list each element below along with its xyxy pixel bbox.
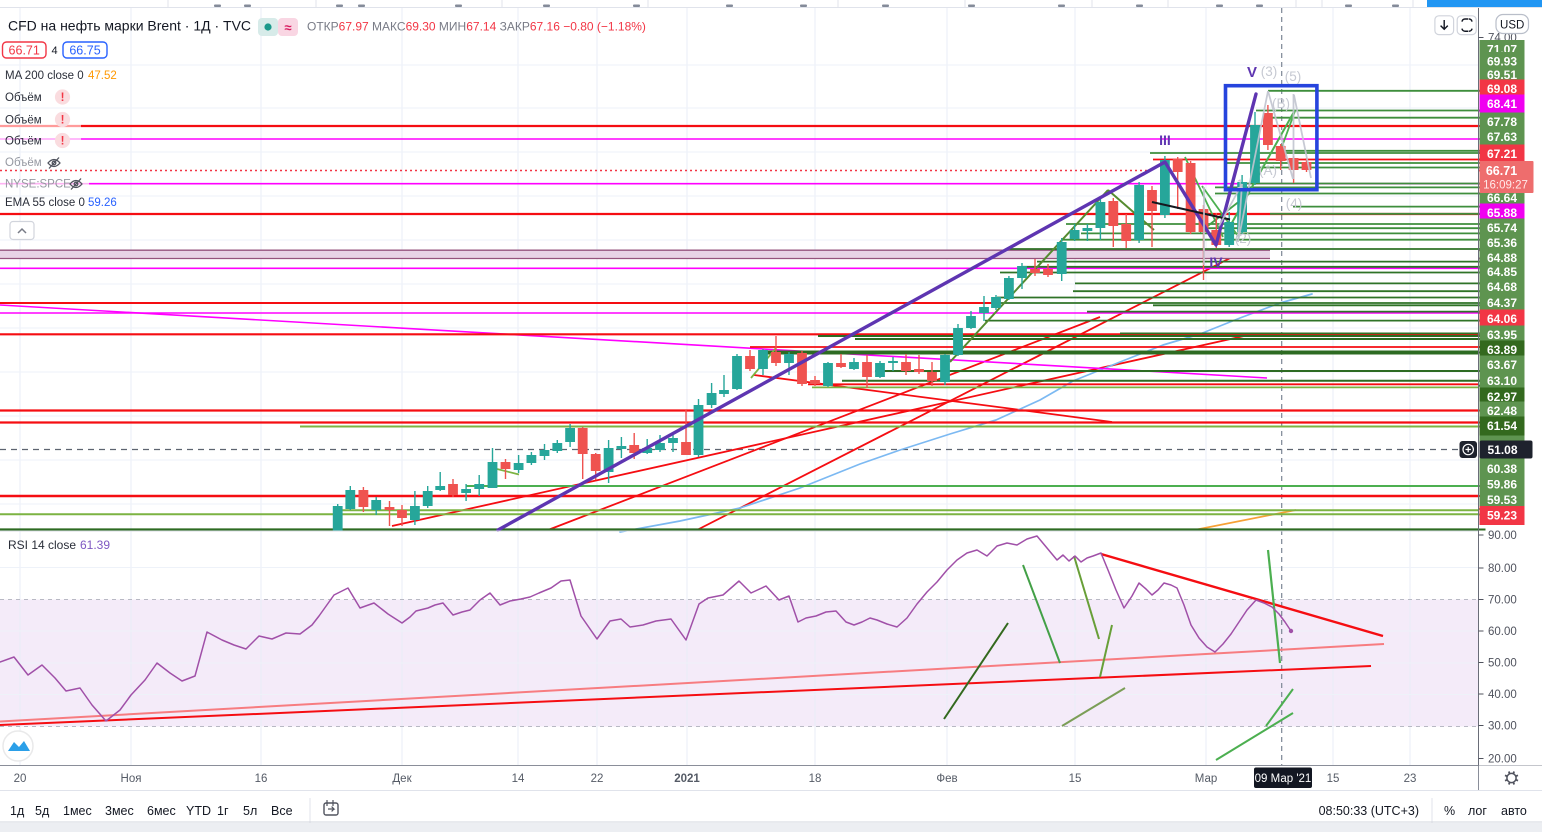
svg-text:67.21: 67.21 [1487,147,1517,161]
svg-text:63.67: 63.67 [1487,358,1517,372]
svg-text:CFD на нефть марки Brent · 1Д: CFD на нефть марки Brent · 1Д · TVC [8,18,251,34]
svg-text:69.51: 69.51 [1487,68,1517,82]
svg-text:V: V [1247,64,1257,81]
svg-text:47.52: 47.52 [88,70,117,82]
svg-text:Фев: Фев [936,773,957,785]
svg-text:68.41: 68.41 [1487,97,1517,111]
svg-text:Объём: Объём [5,157,42,169]
svg-text:2021: 2021 [674,773,700,785]
svg-text:!: ! [61,135,65,147]
svg-text:15: 15 [1069,773,1082,785]
svg-text:62.97: 62.97 [1487,390,1517,404]
svg-text:65.88: 65.88 [1487,206,1517,220]
svg-text:(3): (3) [1261,64,1278,79]
svg-text:1: 1 [1237,177,1244,191]
svg-text:59.86: 59.86 [1487,478,1517,492]
svg-text:20: 20 [14,773,27,785]
svg-text:1г: 1г [217,804,229,818]
svg-text:лог: лог [1468,804,1487,818]
svg-text:18: 18 [809,773,822,785]
svg-text:YTD: YTD [186,804,211,818]
svg-text:5л: 5л [243,804,257,818]
svg-text:60.38: 60.38 [1487,462,1517,476]
svg-text:(2): (2) [1235,231,1252,246]
svg-text:20.00: 20.00 [1488,754,1517,766]
svg-text:67.63: 67.63 [1487,130,1517,144]
svg-text:NYSE:SPCE: NYSE:SPCE [5,179,71,191]
svg-text:(B): (B) [1272,96,1290,111]
svg-text:40.00: 40.00 [1488,689,1517,701]
svg-text:59.26: 59.26 [88,197,117,209]
svg-text:5д: 5д [35,804,50,818]
svg-text:Ноя: Ноя [121,773,142,785]
svg-text:62.48: 62.48 [1487,404,1517,418]
svg-text:30.00: 30.00 [1488,721,1517,733]
svg-text:4: 4 [51,45,57,57]
svg-text:90.00: 90.00 [1488,530,1517,542]
svg-text:08:50:33 (UTC+3): 08:50:33 (UTC+3) [1319,804,1419,818]
svg-text:16:09:27: 16:09:27 [1483,180,1528,192]
svg-text:(A): (A) [1259,163,1277,178]
svg-text:50.00: 50.00 [1488,658,1517,670]
svg-text:63.10: 63.10 [1487,374,1517,388]
svg-text:III: III [1159,132,1171,148]
svg-text:70.00: 70.00 [1488,595,1517,607]
svg-text:64.37: 64.37 [1487,296,1517,310]
svg-text:51.08: 51.08 [1487,443,1517,457]
svg-text:Мар: Мар [1195,773,1218,785]
svg-text:80.00: 80.00 [1488,563,1517,575]
svg-text:69.08: 69.08 [1487,82,1517,96]
svg-text:1д: 1д [10,804,25,818]
svg-text:66.75: 66.75 [69,44,100,58]
svg-text:63.89: 63.89 [1487,343,1517,357]
svg-text:(4): (4) [1286,196,1303,211]
svg-text:66.64: 66.64 [1487,191,1517,205]
svg-text:MA 200 close 0: MA 200 close 0 [5,70,84,82]
svg-text:Дек: Дек [392,773,412,785]
svg-text:авто: авто [1501,804,1527,818]
svg-text:65.36: 65.36 [1487,236,1517,250]
svg-text:66.71: 66.71 [9,44,40,58]
svg-text:%: % [1444,804,1455,818]
svg-text:USD: USD [1500,19,1524,31]
svg-text:Объём: Объём [5,115,42,127]
svg-text:69.93: 69.93 [1487,55,1517,69]
svg-text:Объём: Объём [5,92,42,104]
svg-text:RSI 14 close: RSI 14 close [8,538,76,552]
svg-text:EMA 55 close 0: EMA 55 close 0 [5,197,85,209]
svg-text:16: 16 [255,773,268,785]
svg-text:65.74: 65.74 [1487,221,1517,235]
svg-text:63.95: 63.95 [1487,328,1517,342]
svg-text:ОТКР67.97 МАКС69.30 МИН67.14 З: ОТКР67.97 МАКС69.30 МИН67.14 ЗАКР67.16 −… [307,20,646,34]
svg-text:64.85: 64.85 [1487,265,1517,279]
svg-text:!: ! [61,114,65,126]
svg-text:60.00: 60.00 [1488,626,1517,638]
svg-text:6мес: 6мес [147,804,176,818]
svg-text:59.23: 59.23 [1487,509,1517,523]
svg-text:61.39: 61.39 [80,538,110,552]
svg-text:64.68: 64.68 [1487,280,1517,294]
svg-text:≈: ≈ [284,20,291,35]
svg-text:09 Мар '21: 09 Мар '21 [1255,773,1312,785]
svg-text:Объём: Объём [5,136,42,148]
svg-text:IV: IV [1209,254,1223,270]
svg-text:61.54: 61.54 [1487,419,1517,433]
svg-text:23: 23 [1404,773,1417,785]
svg-text:22: 22 [591,773,604,785]
svg-text:66.71: 66.71 [1486,164,1517,178]
svg-text:59.53: 59.53 [1487,493,1517,507]
svg-text:15: 15 [1327,773,1340,785]
svg-text:Все: Все [271,804,293,818]
svg-text:3мес: 3мес [105,804,134,818]
svg-text:67.78: 67.78 [1487,115,1517,129]
svg-text:64.88: 64.88 [1487,251,1517,265]
svg-text:(5): (5) [1285,69,1302,84]
svg-text:64.06: 64.06 [1487,312,1517,326]
svg-text:1мес: 1мес [63,804,92,818]
svg-text:!: ! [61,92,65,104]
svg-text:14: 14 [512,773,525,785]
